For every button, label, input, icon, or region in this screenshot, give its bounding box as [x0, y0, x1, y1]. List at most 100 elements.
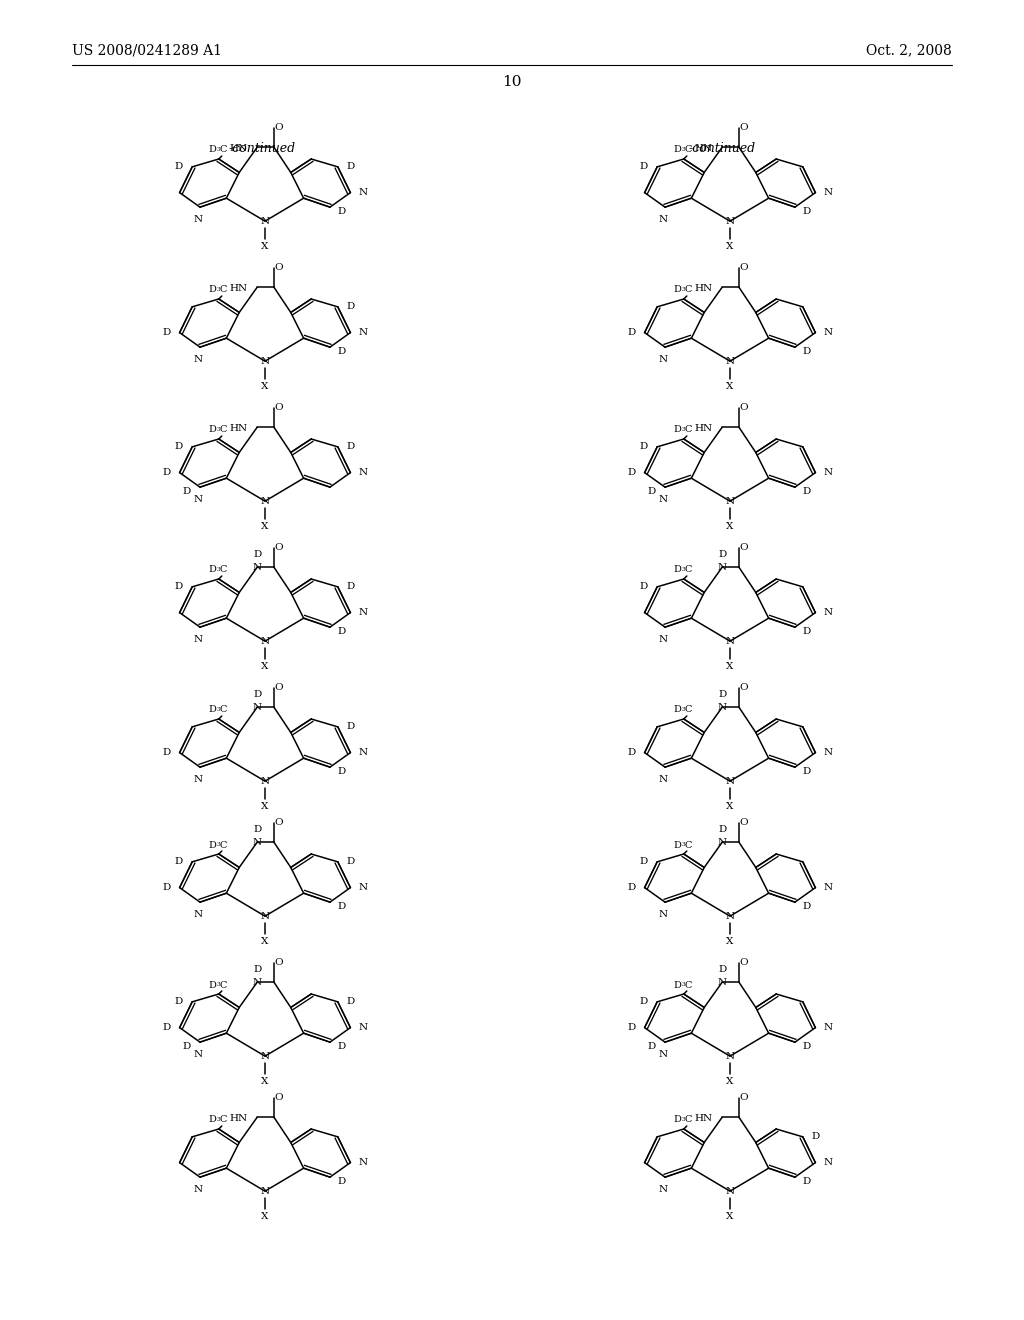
Text: X: X	[261, 1077, 268, 1086]
Text: D: D	[673, 565, 681, 574]
Text: N: N	[253, 564, 262, 573]
Text: D: D	[338, 767, 346, 776]
Text: D: D	[347, 858, 355, 866]
Text: O: O	[739, 958, 749, 968]
Text: C: C	[220, 565, 227, 574]
Text: D: D	[628, 1023, 636, 1032]
Text: D: D	[347, 442, 355, 451]
Text: -continued: -continued	[688, 141, 756, 154]
Text: X: X	[261, 803, 268, 812]
Text: N: N	[823, 1158, 833, 1167]
Text: D: D	[208, 285, 216, 294]
Text: D: D	[163, 469, 171, 477]
Text: D: D	[338, 347, 346, 355]
Text: N: N	[718, 838, 727, 847]
Text: D: D	[673, 425, 681, 434]
Text: N: N	[823, 329, 833, 337]
Text: HN: HN	[229, 144, 247, 153]
Text: N: N	[725, 1052, 734, 1061]
Text: D: D	[347, 722, 355, 731]
Text: D: D	[208, 145, 216, 154]
Text: N: N	[823, 469, 833, 477]
Text: D: D	[253, 825, 261, 834]
Text: O: O	[739, 123, 749, 132]
Text: N: N	[358, 748, 368, 758]
Text: N: N	[358, 469, 368, 477]
Text: 3: 3	[681, 1117, 685, 1122]
Text: D: D	[338, 207, 346, 215]
Text: C: C	[685, 285, 692, 294]
Text: X: X	[261, 1212, 268, 1221]
Text: HN: HN	[694, 1114, 712, 1123]
Text: D: D	[208, 841, 216, 850]
Text: D: D	[718, 690, 726, 700]
Text: C: C	[220, 981, 227, 990]
Text: HN: HN	[694, 424, 712, 433]
Text: D: D	[208, 565, 216, 574]
Text: D: D	[163, 748, 171, 758]
Text: N: N	[194, 1185, 203, 1195]
Text: 10: 10	[502, 75, 522, 88]
Text: N: N	[658, 911, 668, 919]
Text: N: N	[253, 704, 262, 713]
Text: D: D	[673, 841, 681, 850]
Text: N: N	[718, 978, 727, 987]
Text: X: X	[726, 242, 733, 251]
Text: O: O	[739, 684, 749, 692]
Text: HN: HN	[229, 424, 247, 433]
Text: D: D	[628, 883, 636, 892]
Text: N: N	[194, 495, 203, 504]
Text: N: N	[194, 911, 203, 919]
Text: D: D	[208, 705, 216, 714]
Text: N: N	[658, 215, 668, 224]
Text: N: N	[358, 609, 368, 618]
Text: D: D	[803, 767, 811, 776]
Text: D: D	[648, 1041, 656, 1051]
Text: N: N	[194, 215, 203, 224]
Text: X: X	[261, 383, 268, 391]
Text: HN: HN	[229, 284, 247, 293]
Text: C: C	[220, 145, 227, 154]
Text: D: D	[628, 329, 636, 337]
Text: D: D	[640, 858, 648, 866]
Text: D: D	[347, 302, 355, 312]
Text: 3: 3	[681, 982, 685, 987]
Text: D: D	[673, 981, 681, 990]
Text: N: N	[823, 1023, 833, 1032]
Text: X: X	[261, 937, 268, 946]
Text: D: D	[183, 487, 191, 496]
Text: D: D	[347, 582, 355, 591]
Text: D: D	[253, 690, 261, 700]
Text: D: D	[347, 998, 355, 1006]
Text: N: N	[260, 1187, 269, 1196]
Text: D: D	[208, 1115, 216, 1125]
Text: 3: 3	[216, 982, 220, 987]
Text: 3: 3	[681, 147, 685, 152]
Text: D: D	[812, 1133, 820, 1142]
Text: O: O	[739, 263, 749, 272]
Text: O: O	[274, 263, 284, 272]
Text: O: O	[739, 1093, 749, 1102]
Text: N: N	[658, 1185, 668, 1195]
Text: N: N	[358, 329, 368, 337]
Text: D: D	[338, 902, 346, 911]
Text: D: D	[803, 347, 811, 355]
Text: 3: 3	[216, 147, 220, 152]
Text: 3: 3	[216, 286, 220, 292]
Text: D: D	[338, 1176, 346, 1185]
Text: X: X	[726, 1212, 733, 1221]
Text: D: D	[648, 487, 656, 496]
Text: N: N	[658, 775, 668, 784]
Text: C: C	[685, 1115, 692, 1125]
Text: D: D	[175, 442, 183, 451]
Text: 3: 3	[681, 708, 685, 711]
Text: O: O	[274, 403, 284, 412]
Text: D: D	[803, 1176, 811, 1185]
Text: N: N	[658, 495, 668, 504]
Text: 3: 3	[681, 842, 685, 847]
Text: N: N	[725, 912, 734, 921]
Text: N: N	[194, 1051, 203, 1059]
Text: N: N	[718, 564, 727, 573]
Text: C: C	[220, 425, 227, 434]
Text: D: D	[803, 627, 811, 636]
